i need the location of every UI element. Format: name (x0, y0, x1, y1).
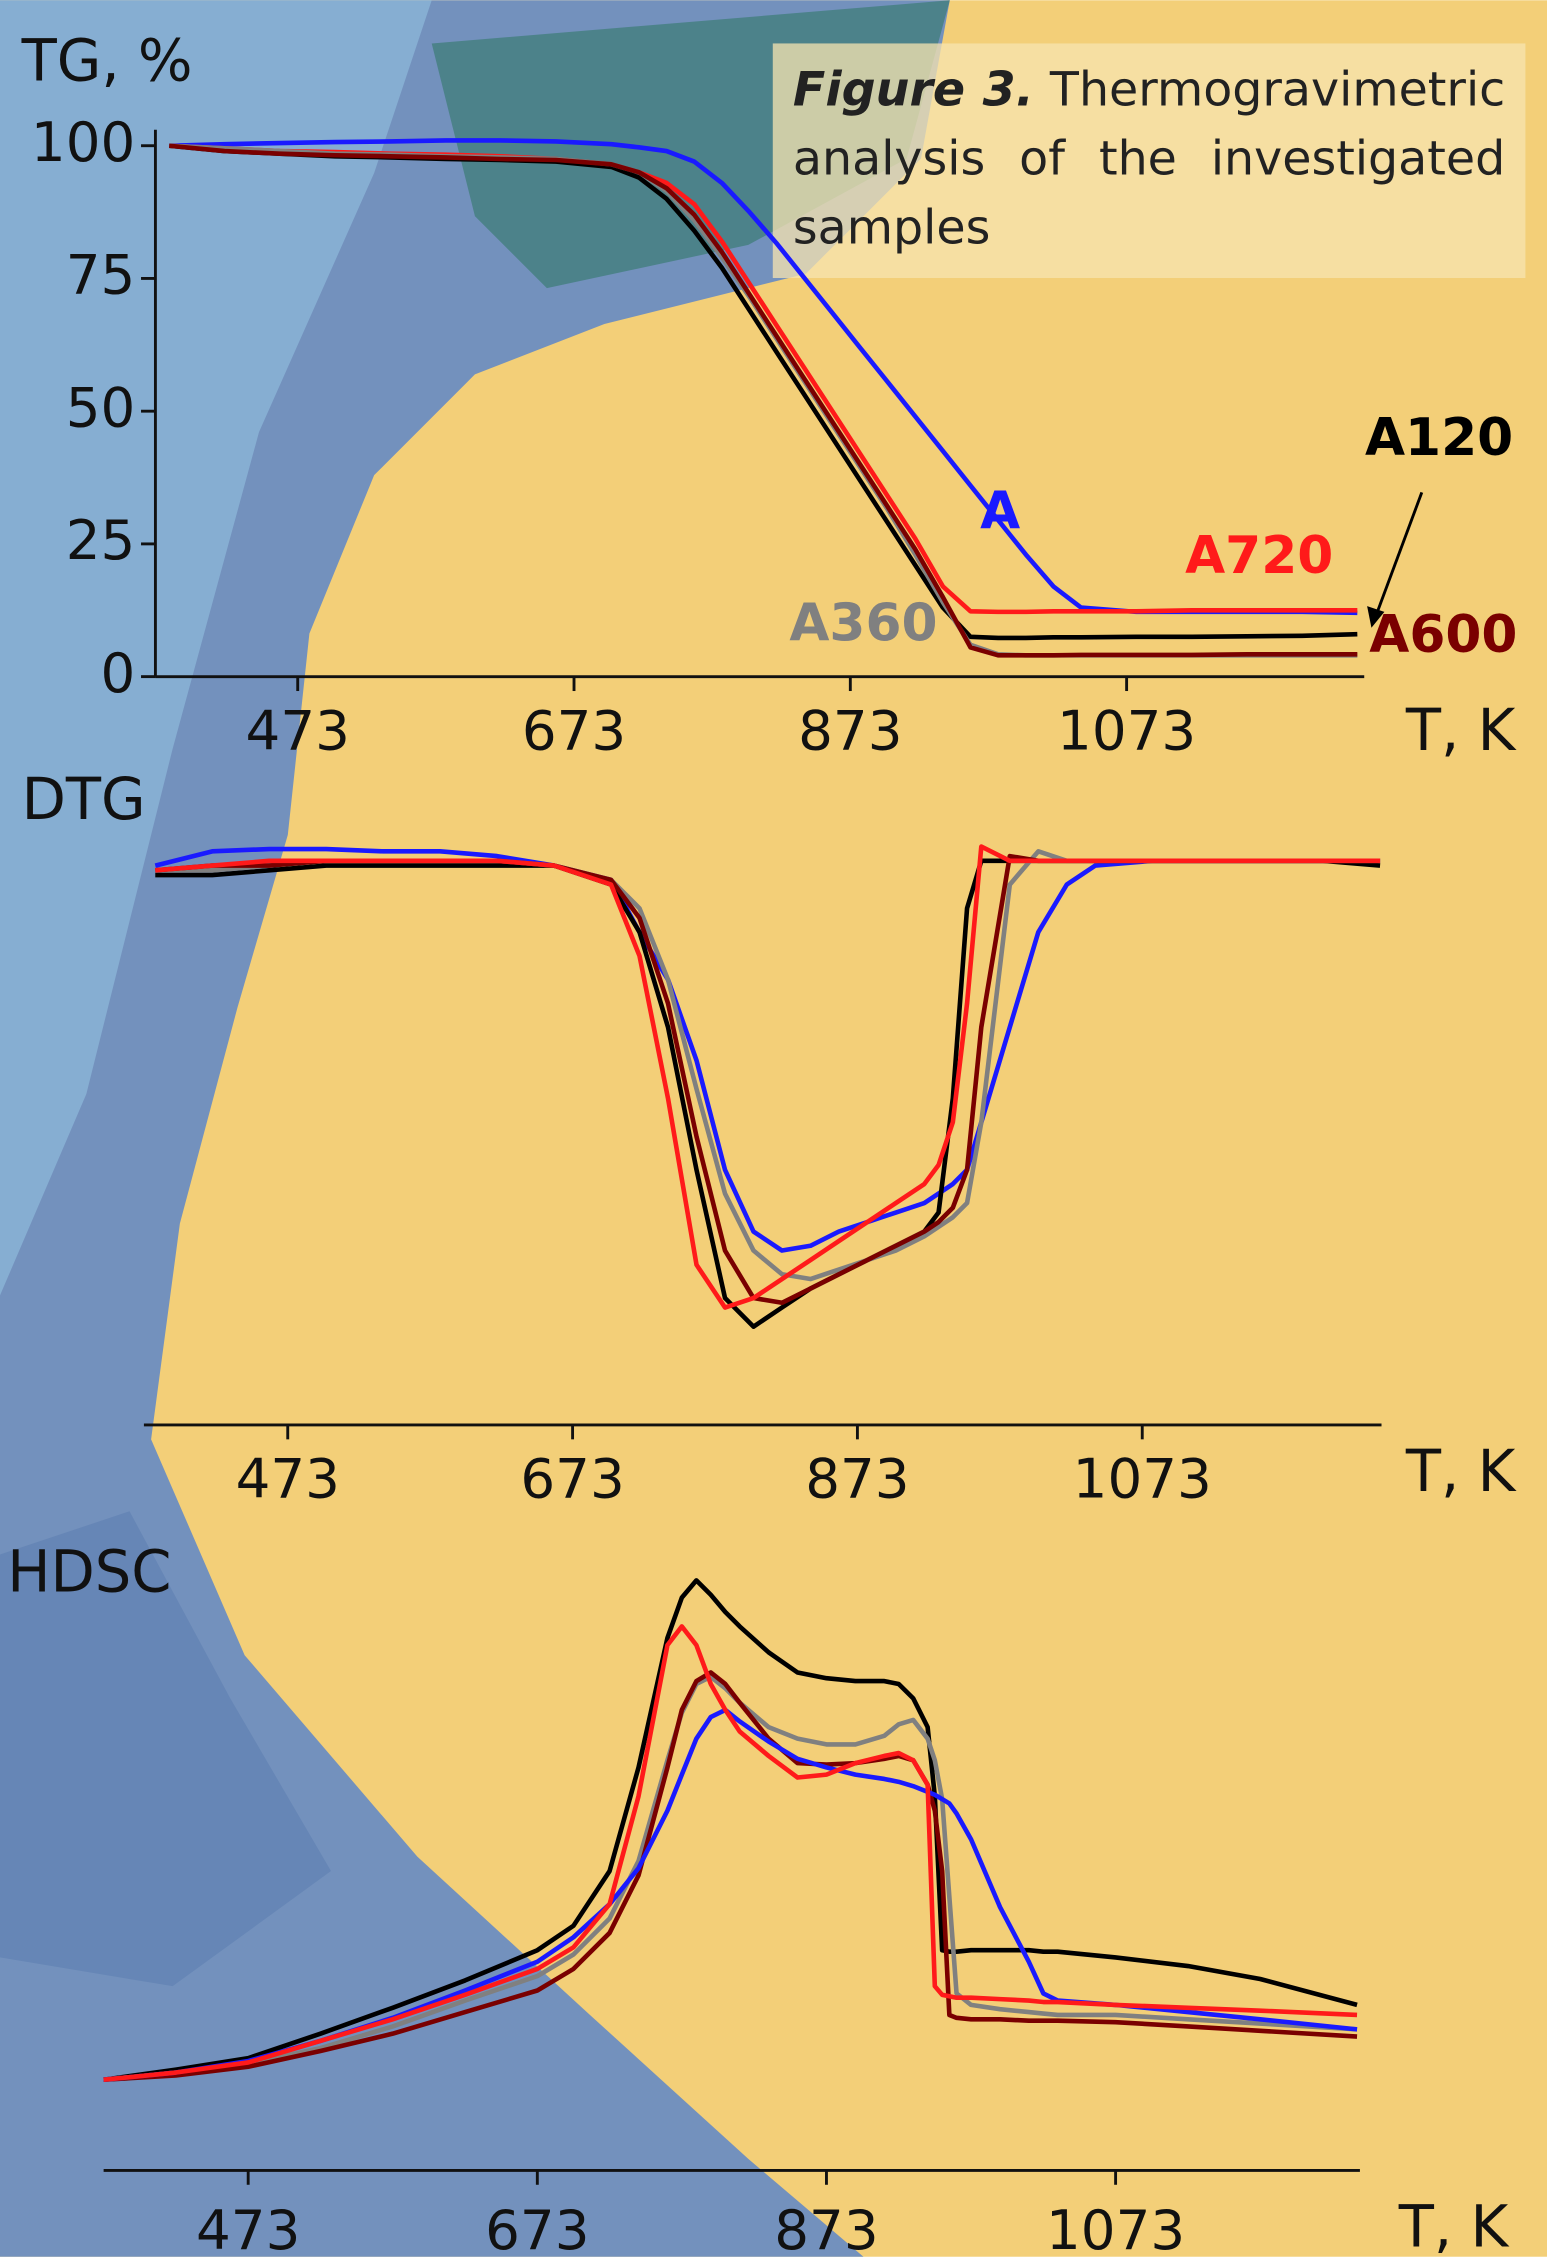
y-tick-label: 0 (100, 641, 135, 705)
y-tick-label: 25 (66, 508, 136, 572)
y-tick-label: 100 (31, 110, 135, 174)
x-tick-label: 473 (196, 2198, 300, 2257)
page: Figure 3. Thermogravimetric analysis of … (0, 0, 1547, 2257)
y-tick-label: 50 (66, 375, 136, 439)
x-tick-label: 873 (805, 1447, 909, 1511)
series-label: A720 (1185, 526, 1333, 586)
x-tick-label: 673 (485, 2198, 589, 2257)
caption: Figure 3. Thermogravimetric analysis of … (773, 43, 1526, 273)
figure: Figure 3. Thermogravimetric analysis of … (0, 0, 1547, 2257)
y-tick-label: 75 (66, 243, 136, 307)
caption-holder: Figure 3. Thermogravimetric analysis of … (773, 43, 1526, 278)
caption-label: Figure 3. (793, 61, 1034, 117)
x-tick-label: 673 (520, 1447, 624, 1511)
series-label: A (980, 481, 1020, 541)
x-tick-label: 1073 (1057, 698, 1196, 762)
x-tick-label: 873 (798, 698, 902, 762)
x-tick-label: 1073 (1073, 1447, 1212, 1511)
series-label: A120 (1365, 408, 1513, 468)
series-label: A600 (1369, 605, 1517, 665)
series-label: A360 (789, 594, 937, 654)
x-axis-label: T, K (1405, 1438, 1517, 1505)
y-axis-label: TG, % (21, 28, 193, 95)
panel-title: HDSC (7, 1539, 171, 1606)
x-tick-label: 673 (522, 698, 626, 762)
x-axis-label: T, K (1398, 2193, 1510, 2257)
x-tick-label: 473 (246, 698, 350, 762)
x-axis-label: T, K (1405, 697, 1517, 764)
x-tick-label: 1073 (1046, 2198, 1185, 2257)
x-tick-label: 473 (236, 1447, 340, 1511)
x-tick-label: 873 (774, 2198, 878, 2257)
panel-title: DTG (22, 766, 146, 833)
